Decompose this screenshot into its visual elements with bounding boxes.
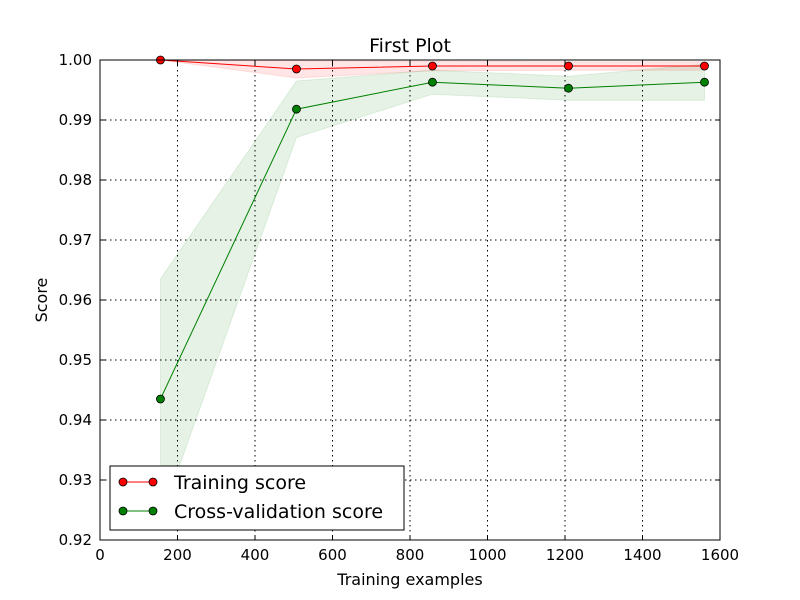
axis-ticks <box>99 59 721 541</box>
x-tick-label: 400 <box>241 546 270 564</box>
point-series-1 <box>564 83 573 93</box>
legend-label-cv: Cross-validation score <box>174 501 383 523</box>
y-tick-label: 0.94 <box>59 411 92 429</box>
grid-lines <box>100 60 720 540</box>
y-tick-label: 1.00 <box>59 51 92 69</box>
chart-title: First Plot <box>369 35 451 57</box>
legend-marker-training-left <box>118 477 128 487</box>
point-series-0 <box>292 64 301 74</box>
y-tick-labels: 0.92 0.93 0.94 0.95 0.96 0.97 0.98 0.99 1.00 <box>59 51 92 549</box>
y-tick-label: 0.97 <box>59 231 92 249</box>
y-tick-label: 0.95 <box>59 351 92 369</box>
legend-marker-cv-left <box>118 506 128 516</box>
legend: Training score Cross-validation score <box>109 465 405 531</box>
point-series-0 <box>428 61 437 71</box>
y-tick-label: 0.98 <box>59 171 92 189</box>
y-axis-label: Score <box>32 278 51 323</box>
point-series-1 <box>292 104 301 114</box>
legend-marker-training-right <box>148 477 158 487</box>
y-tick-label: 0.99 <box>59 111 92 129</box>
legend-box <box>109 465 405 531</box>
point-series-1 <box>156 394 165 404</box>
y-tick-label: 0.92 <box>59 531 92 549</box>
x-tick-label: 1200 <box>546 546 584 564</box>
x-tick-label: 200 <box>163 546 192 564</box>
x-axis-label: Training examples <box>336 570 482 589</box>
x-tick-labels: 0 200 400 600 800 1000 1200 1400 1600 <box>95 546 739 564</box>
confidence-bands <box>159 60 705 520</box>
y-tick-label: 0.93 <box>59 471 92 489</box>
point-series-0 <box>700 61 709 71</box>
band-series-1 <box>159 63 705 520</box>
x-tick-label: 800 <box>396 546 425 564</box>
point-series-1 <box>700 77 709 87</box>
y-tick-label: 0.96 <box>59 291 92 309</box>
legend-marker-cv-right <box>148 506 158 516</box>
legend-label-training: Training score <box>173 472 306 494</box>
x-tick-label: 600 <box>318 546 347 564</box>
x-tick-label: 0 <box>95 546 105 564</box>
point-series-0 <box>564 61 573 71</box>
x-tick-label: 1000 <box>468 546 506 564</box>
x-tick-label: 1400 <box>623 546 661 564</box>
point-series-1 <box>428 77 437 87</box>
x-tick-label: 1600 <box>701 546 739 564</box>
